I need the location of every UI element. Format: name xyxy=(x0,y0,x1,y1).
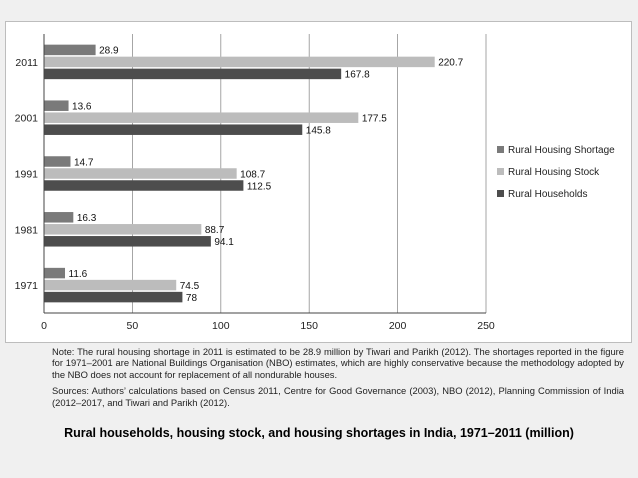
x-tick-label: 250 xyxy=(477,320,495,332)
data-label: 145.8 xyxy=(306,125,331,136)
bar-chart: 0 50 100 150 200 250 1971 11.6 74.578 1981 16.3 88.… xyxy=(15,34,615,332)
bar xyxy=(44,68,342,80)
data-label: 74.5 xyxy=(180,281,200,292)
data-label: 112.5 xyxy=(247,181,272,192)
legend-label: Rural Households xyxy=(508,189,588,200)
bar xyxy=(44,168,237,179)
bar xyxy=(44,112,359,123)
legend-swatch xyxy=(497,190,504,197)
y-category-label: 2011 xyxy=(15,57,38,69)
legend-label: Rural Housing Shortage xyxy=(508,145,615,156)
bar xyxy=(44,180,244,191)
legend-swatch xyxy=(497,146,504,153)
x-tick-label: 150 xyxy=(300,320,318,332)
sources-text: Sources: Authors’ calculations based on … xyxy=(52,385,624,408)
bar xyxy=(44,267,66,279)
y-category-label: 1981 xyxy=(15,224,39,236)
x-tick-label: 50 xyxy=(127,320,139,332)
data-label: 108.7 xyxy=(240,169,265,180)
data-label: 220.7 xyxy=(438,58,463,69)
bar xyxy=(44,56,435,68)
data-label: 177.5 xyxy=(362,113,387,124)
note-text: Note: The rural housing shortage in 2011… xyxy=(52,346,624,380)
x-tick-label: 100 xyxy=(212,320,230,332)
bar xyxy=(44,291,183,303)
bar xyxy=(44,224,202,235)
bar xyxy=(44,279,177,291)
bar xyxy=(44,212,74,223)
legend-label: Rural Housing Stock xyxy=(508,167,600,178)
notes-block: Note: The rural housing shortage in 2011… xyxy=(52,346,624,413)
figure-caption: Rural households, housing stock, and hou… xyxy=(64,426,574,440)
y-category-label: 1971 xyxy=(15,280,39,292)
x-tick-label: 200 xyxy=(389,320,407,332)
x-tick-label: 0 xyxy=(41,320,47,332)
data-label: 11.6 xyxy=(69,269,88,280)
y-category-label: 2001 xyxy=(15,113,39,125)
data-label: 78 xyxy=(186,293,198,304)
data-label: 28.9 xyxy=(99,46,119,57)
bar xyxy=(44,100,69,111)
bar xyxy=(44,156,71,167)
data-label: 88.7 xyxy=(205,225,225,236)
y-category-label: 1991 xyxy=(15,169,39,181)
data-label: 16.3 xyxy=(77,213,97,224)
bar xyxy=(44,44,96,56)
data-label: 13.6 xyxy=(72,101,92,112)
data-label: 94.1 xyxy=(214,237,234,248)
data-label: 167.8 xyxy=(345,70,370,81)
bar xyxy=(44,236,211,247)
data-label: 14.7 xyxy=(74,157,94,168)
legend-swatch xyxy=(497,168,504,175)
bar xyxy=(44,124,303,135)
